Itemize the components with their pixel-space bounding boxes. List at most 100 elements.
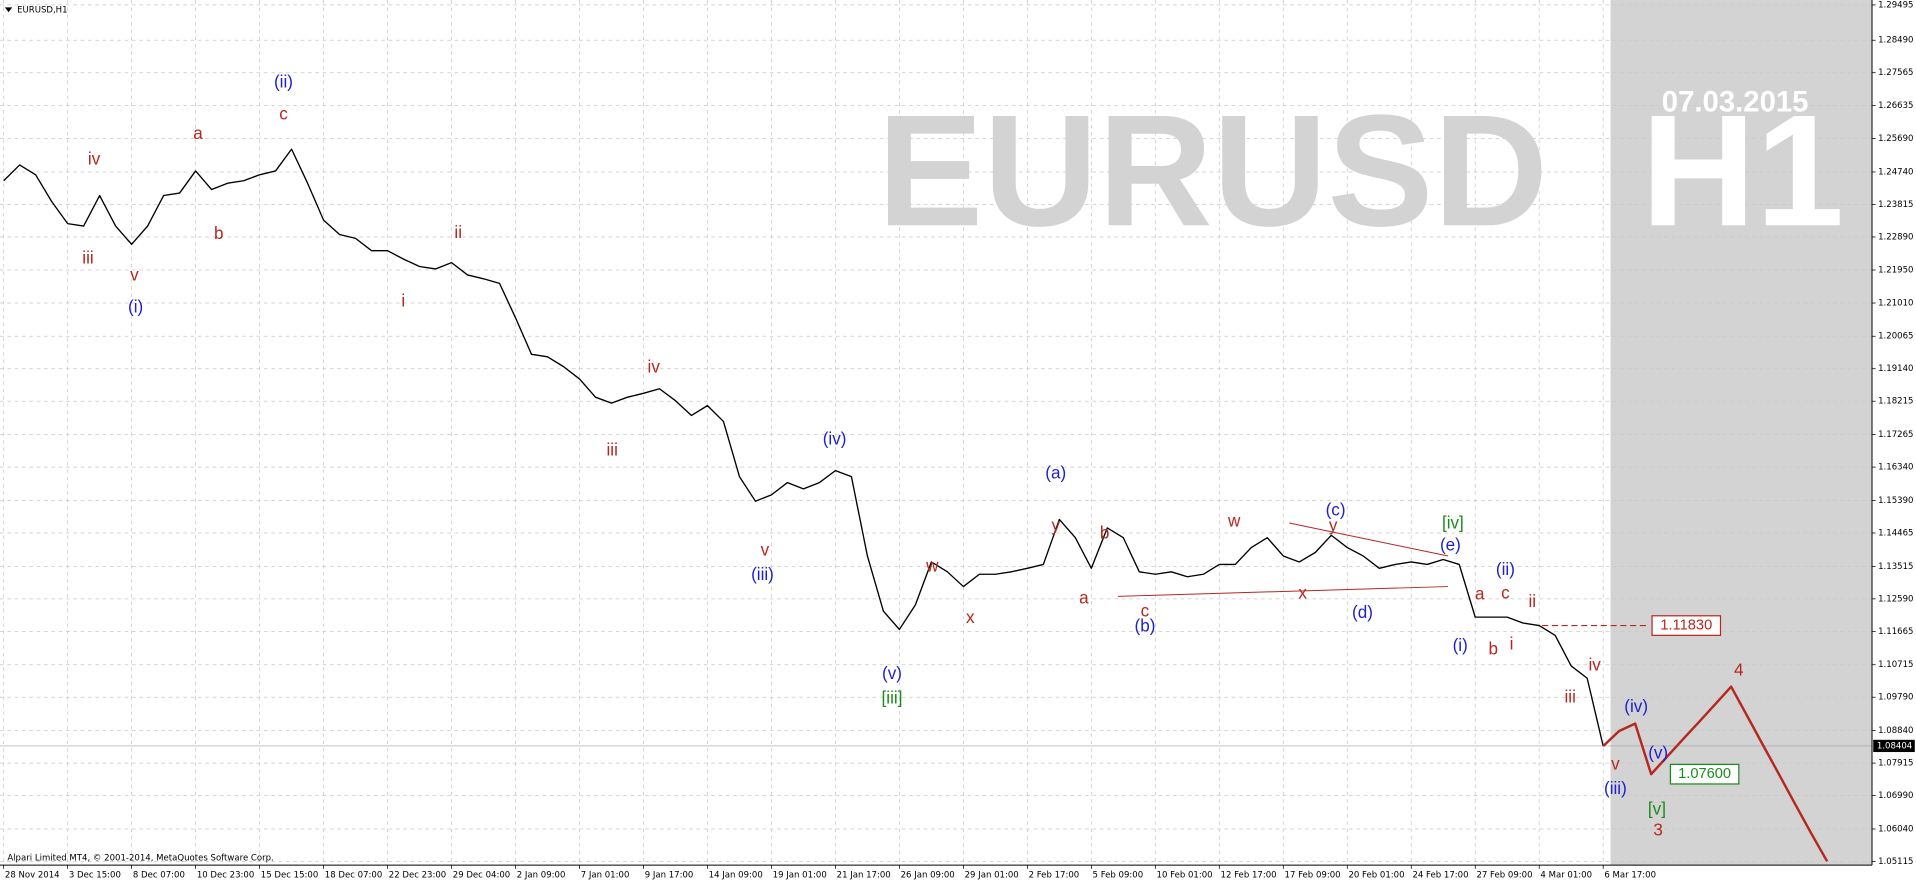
wave-label: (e) [1440,536,1461,555]
y-tick-label: 1.13515 [1878,562,1913,572]
price-line [3,148,1604,747]
x-tick-label: 24 Feb 17:00 [1412,870,1468,880]
wave-label: (ii) [274,73,293,92]
y-tick-label: 1.29495 [1878,0,1913,10]
wave-label: b [1100,524,1110,543]
y-tick-label: 1.21010 [1878,299,1913,309]
wave-label: 4 [1734,660,1744,679]
y-tick-label: 1.28490 [1878,36,1913,46]
wave-label: b [1488,640,1498,659]
x-tick-label: 26 Jan 09:00 [901,870,955,880]
wave-label: i [401,291,405,310]
y-tick-label: 1.15390 [1878,496,1913,506]
x-tick-label: 29 Jan 01:00 [965,870,1019,880]
plot [0,148,1873,862]
wave-label: v [130,266,139,285]
menu-arrow[interactable] [4,7,13,13]
wave-label: iv [1588,655,1601,674]
watermark-symbol: EURUSD [877,81,1548,259]
x-tick-label: 10 Dec 23:00 [197,870,254,880]
x-tick-label: 7 Jan 01:00 [581,870,630,880]
projection-line [1602,685,1829,862]
y-tick-label: 1.10715 [1878,660,1913,670]
y-tick-label: 1.08840 [1878,726,1913,736]
wave-label: (iv) [1624,697,1648,716]
future-zone [1610,0,1873,866]
x-tick-label: 8 Dec 07:00 [133,870,185,880]
y-tick-label: 1.06990 [1878,791,1913,801]
wave-label: c [1141,602,1150,621]
x-tick-label: 6 Mar 17:00 [1604,870,1656,880]
wave-label: (ii) [1496,560,1515,579]
wave-label: iii [1564,687,1575,706]
x-tick-label: 3 Dec 15:00 [69,870,121,880]
y-tick-label: 1.07915 [1878,759,1913,769]
wave-label: w [1227,511,1241,530]
wave-label: c [279,104,288,123]
wave-label: (iii) [751,565,774,584]
wave-label: w [925,557,939,576]
wave-label: iii [606,440,617,459]
wave-label: (iii) [1604,779,1627,798]
wave-label: (i) [1453,636,1468,655]
wave-label: y [1051,516,1060,535]
wave-label: (i) [128,297,143,316]
wave-label: (a) [1045,464,1066,483]
wave-label: ii [454,223,462,242]
x-tick-label: 14 Jan 09:00 [709,870,763,880]
x-tick-label: 22 Dec 23:00 [389,870,446,880]
x-tick-label: 5 Feb 09:00 [1093,870,1144,880]
wave-label: (iv) [823,429,847,448]
y-tick-label: 1.12590 [1878,594,1913,604]
y-tick-label: 1.19140 [1878,364,1913,374]
wave-label: v [1611,754,1620,773]
level-box [1669,763,1740,785]
copyright: Alpari Limited MT4, © 2001-2014, MetaQuo… [7,853,273,863]
wave-label: iv [648,357,661,376]
current-price-box [1873,739,1915,753]
wave-label: iv [88,150,101,169]
wave-label: y [1329,516,1338,535]
current-price-label: 1.08404 [1877,741,1912,751]
wave-label: (v) [1648,743,1668,762]
wave-label: [iv] [1442,514,1464,533]
wave-label: v [761,541,770,560]
x-tick-label: 9 Jan 17:00 [645,870,694,880]
grid [0,0,1873,866]
wave-label: (d) [1352,603,1373,622]
x-tick-label: 19 Jan 01:00 [773,870,827,880]
x-tick-label: 2 Feb 17:00 [1029,870,1080,880]
x-tick-label: 17 Feb 09:00 [1285,870,1341,880]
wave-label: c [1501,583,1510,602]
x-tick-label: 15 Dec 15:00 [261,870,318,880]
wave-label: a [1079,588,1089,607]
wave-label: ii [1529,592,1537,611]
x-tick-label: 28 Nov 2014 [5,870,60,880]
wave-label: 3 [1653,820,1663,839]
x-tick-label: 27 Feb 09:00 [1476,870,1532,880]
wave-label: x [1298,583,1307,602]
y-tick-label: 1.17265 [1878,430,1913,440]
x-tick-label: 20 Feb 01:00 [1348,870,1404,880]
wave-label: [iii] [882,688,903,707]
wave-label: a [193,124,203,143]
date-stamp: 07.03.2015 [1662,86,1809,119]
wave-label: (c) [1326,500,1346,519]
x-tick-label: 29 Dec 04:00 [453,870,510,880]
y-tick-label: 1.22890 [1878,232,1913,242]
wave-label: (b) [1135,616,1156,635]
wave-label: i [1510,635,1514,654]
y-tick-label: 1.05115 [1878,857,1913,867]
y-tick-label: 1.23815 [1878,200,1913,210]
y-tick-label: 1.27565 [1878,68,1913,78]
y-tick-label: 1.16340 [1878,463,1913,473]
y-tick-label: 1.09790 [1878,693,1913,703]
x-tick-label: 21 Jan 17:00 [837,870,891,880]
y-tick-label: 1.11665 [1878,627,1913,637]
level-label: 1.11830 [1660,617,1712,633]
x-tick-label: 2 Jan 09:00 [517,870,566,880]
y-tick-label: 1.20065 [1878,332,1913,342]
x-tick-label: 4 Mar 01:00 [1540,870,1592,880]
